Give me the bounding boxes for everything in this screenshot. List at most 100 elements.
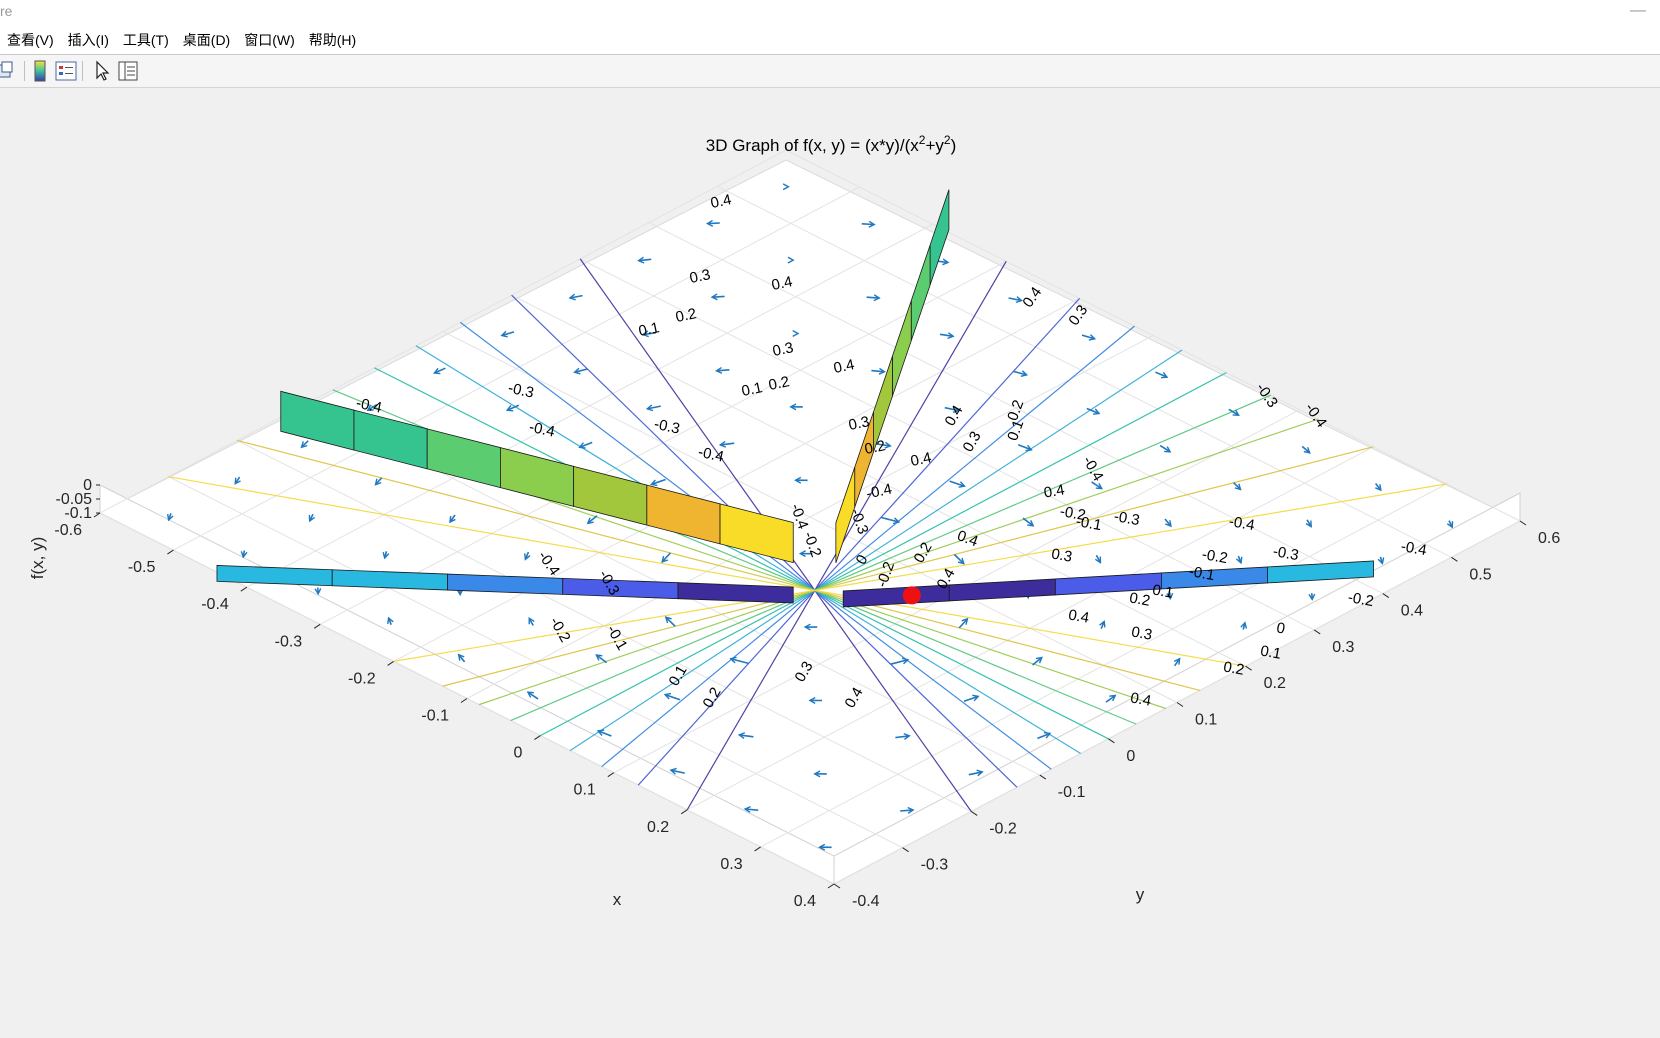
y-tick-label: 0.2: [1264, 675, 1286, 692]
quiver-head: [167, 513, 174, 522]
y-tick-label: -0.1: [1058, 784, 1086, 801]
y-tick-label: 0.6: [1538, 530, 1560, 547]
quiver-head: [663, 692, 672, 700]
property-inspector-icon[interactable]: [116, 59, 140, 83]
pointer-icon[interactable]: [90, 59, 114, 83]
contour-line: [601, 589, 816, 768]
grid-line-y: [648, 222, 1384, 595]
link-plot-icon[interactable]: [0, 59, 20, 83]
quiver-head: [1173, 657, 1181, 665]
x-tick-mark: [680, 809, 688, 815]
window-title: re: [0, 3, 13, 19]
contour-line: [540, 589, 816, 737]
quiver-head: [528, 616, 535, 625]
contour-line: [814, 589, 1201, 691]
quiver-arrow: [434, 367, 446, 374]
quiver-arrow: [647, 405, 661, 410]
menu-view[interactable]: 查看(V): [7, 32, 54, 48]
menu-help[interactable]: 帮助(H): [308, 32, 357, 48]
menu-window[interactable]: 窗口(W): [244, 32, 295, 48]
contour-lines: [168, 258, 1447, 812]
quiver-arrow: [1164, 518, 1172, 527]
quiver-head: [952, 406, 961, 414]
y-tick-mark: [1519, 520, 1527, 526]
quiver-head: [374, 478, 382, 486]
contour-line: [510, 589, 816, 722]
axis-ticks: -0.6-0.5-0.4-0.3-0.2-0.100.10.20.30.4 -0.…: [54, 477, 1560, 910]
quiver-head: [972, 694, 980, 702]
quiver-head: [782, 183, 790, 191]
contour-label: 0.2: [1222, 658, 1245, 678]
colorbar-icon[interactable]: [28, 59, 52, 83]
contour-line: [814, 394, 1272, 591]
quiver-arrow: [1081, 334, 1095, 340]
x-tick-mark: [387, 660, 394, 666]
y-tick-label: -0.3: [921, 857, 949, 874]
quiver-head: [957, 557, 965, 565]
contour-line: [814, 297, 1081, 591]
quiver-arrow: [638, 258, 652, 262]
contour-line: [393, 589, 815, 662]
quiver-arrow: [707, 222, 720, 225]
surface-plot: [216, 189, 1374, 608]
quiver-head: [596, 729, 605, 736]
x-tick-label: 0: [513, 745, 522, 762]
menubar: 查看(V) 插入(I) 工具(T) 桌面(D) 窗口(W) 帮助(H): [0, 28, 1660, 55]
quiver-head: [1375, 484, 1382, 492]
quiver-arrow: [720, 442, 735, 446]
menu-insert[interactable]: 插入(I): [67, 32, 109, 48]
menu-tools[interactable]: 工具(T): [122, 32, 169, 48]
quiver-head: [961, 617, 969, 625]
grid-line-y: [717, 185, 1452, 558]
quiver-head: [958, 481, 966, 488]
y-tick-label: 0.5: [1469, 566, 1491, 583]
contour-label: 0: [1275, 619, 1286, 637]
quiver-head: [892, 517, 901, 525]
quiver-arrow: [876, 443, 891, 447]
y-tick-label: 0: [1126, 748, 1135, 765]
contour-line: [814, 590, 972, 812]
quiver-head: [1035, 656, 1043, 664]
quiver-head: [1165, 520, 1172, 528]
quiver-head: [366, 404, 374, 412]
y-tick-label: 0.3: [1332, 639, 1354, 656]
quiver-head: [715, 366, 723, 374]
quiver-head: [1446, 521, 1454, 529]
quiver-arrow: [574, 368, 588, 374]
quiver-head: [382, 552, 390, 560]
quiver-head: [710, 293, 718, 301]
quiver-head: [792, 330, 800, 337]
menu-desktop[interactable]: 桌面(D): [182, 32, 231, 48]
z-tick-label: -0.05: [56, 491, 93, 508]
quiver-head: [433, 367, 441, 375]
plot-area[interactable]: 0.40.3 0.40.10.20.30.1 0.20.40.30.20.40.40…: [0, 88, 1660, 1038]
minimize-button[interactable]: —: [1630, 2, 1646, 19]
contour-line: [814, 589, 1166, 710]
surface-strip-lower-left: [677, 582, 794, 604]
quiver-head: [578, 442, 586, 449]
quiver-head: [524, 553, 531, 561]
contour-label: -0.4: [355, 395, 384, 417]
contour-label: 0.4: [1042, 481, 1065, 501]
quiver-arrow: [745, 808, 759, 811]
x-tick-label: 0.2: [647, 819, 669, 836]
quiver-head: [1093, 408, 1101, 415]
z-tick-label: -0.1: [64, 505, 92, 522]
contour-label: -0.2: [1201, 546, 1229, 567]
window-titlebar: re —: [0, 0, 1660, 28]
quiver-arrow: [642, 331, 657, 336]
legend-icon[interactable]: [54, 59, 78, 83]
z-axis-label: f(x, y): [28, 537, 47, 580]
contour-line: [569, 589, 816, 752]
contour-line: [814, 589, 1137, 725]
quiver-head: [789, 403, 797, 411]
quiver-arrow: [944, 406, 959, 412]
quiver-head: [873, 294, 881, 302]
quiver-arrow: [1013, 370, 1027, 376]
quiver-arrow: [1228, 408, 1240, 416]
quiver-arrow: [665, 616, 676, 627]
quiver-arrow: [730, 657, 749, 665]
quiver-head: [661, 555, 669, 564]
quiver-head: [641, 330, 649, 338]
contour-label: -0.2: [1347, 589, 1375, 610]
